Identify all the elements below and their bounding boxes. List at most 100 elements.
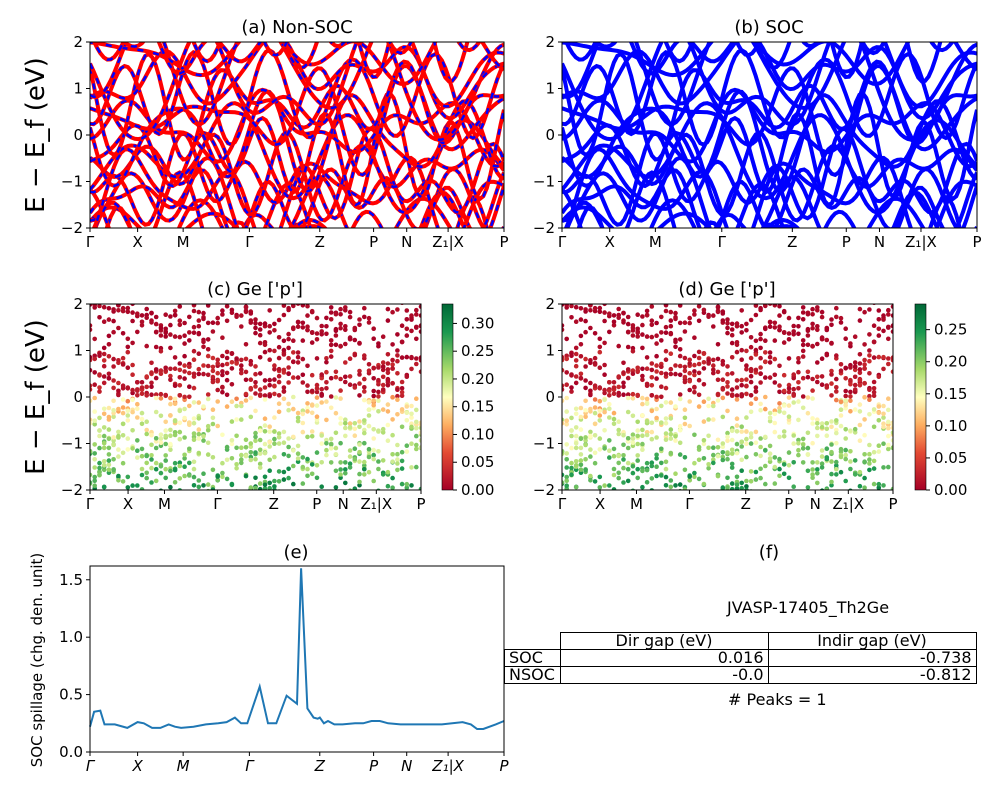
projection-point — [272, 391, 277, 397]
projection-point — [616, 453, 621, 459]
projection-point — [333, 410, 339, 416]
projection-point — [101, 380, 107, 386]
projection-point — [625, 321, 631, 327]
projection-point — [172, 467, 178, 473]
projection-point — [635, 428, 640, 433]
projection-point — [92, 382, 97, 388]
projection-point — [257, 340, 263, 346]
projection-point — [234, 403, 239, 409]
projection-point — [92, 370, 97, 375]
projection-point — [673, 316, 678, 322]
projection-point — [739, 468, 744, 474]
projection-point — [663, 348, 669, 354]
projection-point — [621, 453, 626, 458]
projection-point — [744, 383, 749, 389]
projection-point — [191, 474, 197, 480]
projection-point — [229, 366, 235, 371]
projection-point — [324, 386, 329, 391]
projection-point — [649, 367, 655, 373]
projection-point — [635, 312, 640, 318]
projection-point — [734, 482, 740, 488]
x-tick-label: P — [784, 495, 793, 513]
projection-point — [810, 396, 815, 401]
projection-point — [786, 382, 792, 388]
projection-point — [734, 416, 740, 422]
projection-point — [744, 391, 749, 397]
projection-point — [819, 309, 825, 315]
projection-point — [300, 464, 306, 470]
projection-point — [659, 314, 664, 320]
projection-point — [800, 405, 806, 411]
projection-point — [810, 460, 815, 465]
projection-point — [328, 405, 334, 411]
projection-point — [168, 322, 173, 328]
projection-point — [668, 400, 674, 405]
projection-point — [687, 399, 692, 404]
projection-point — [862, 380, 867, 386]
projection-point — [248, 311, 254, 316]
projection-point — [890, 369, 893, 374]
projection-point — [720, 362, 726, 367]
projection-point — [101, 484, 107, 490]
projection-point — [725, 434, 730, 440]
projection-point — [187, 384, 192, 390]
projection-point — [362, 305, 367, 311]
projection-point — [125, 398, 131, 404]
y-tick-label: 2 — [545, 295, 555, 313]
panel-a-plot — [90, 42, 504, 228]
projection-point — [781, 330, 787, 335]
projection-point — [687, 315, 692, 321]
projection-point — [867, 442, 872, 448]
colorbar-tick-label: 0.10 — [461, 425, 494, 443]
projection-point — [343, 305, 348, 310]
projection-point — [111, 398, 116, 404]
projection-point — [395, 353, 400, 358]
projection-point — [149, 392, 154, 398]
projection-point — [696, 370, 702, 376]
x-tick-label: Z — [741, 495, 751, 513]
projection-point — [267, 382, 273, 388]
projection-point — [191, 483, 197, 488]
projection-point — [734, 393, 740, 398]
projection-point — [673, 404, 678, 409]
x-tick-label: Γ — [86, 495, 95, 513]
y-tick-label: 1 — [73, 80, 83, 98]
projection-point — [701, 382, 707, 387]
projection-point — [362, 385, 367, 390]
projection-point — [569, 445, 574, 451]
projection-point — [366, 413, 372, 418]
projection-point — [239, 460, 244, 466]
projection-point — [376, 398, 381, 404]
projection-point — [810, 325, 815, 331]
projection-point — [871, 466, 877, 471]
projection-point — [758, 401, 763, 407]
projection-point — [153, 314, 159, 320]
projection-point — [224, 304, 230, 309]
projection-point — [649, 383, 655, 388]
projection-point — [92, 474, 97, 480]
projection-point — [182, 299, 187, 304]
projection-point — [815, 480, 820, 486]
projection-point — [564, 474, 569, 480]
projection-point — [796, 386, 801, 391]
projection-point — [696, 361, 702, 367]
projection-point — [257, 461, 263, 467]
projection-point — [328, 317, 334, 322]
projection-point — [791, 372, 796, 377]
projection-point — [139, 323, 145, 328]
projection-point — [739, 357, 744, 363]
projection-point — [191, 431, 197, 436]
projection-point — [90, 449, 93, 454]
x-tick-label: Γ — [86, 233, 95, 251]
projection-point — [220, 308, 225, 313]
projection-point — [862, 417, 867, 422]
projection-point — [852, 387, 858, 392]
projection-point — [338, 396, 343, 401]
projection-point — [267, 347, 273, 353]
projection-point — [92, 422, 97, 427]
projection-point — [106, 354, 112, 359]
projection-point — [97, 304, 102, 309]
projection-point — [886, 307, 891, 313]
projection-point — [418, 355, 421, 360]
projection-point — [677, 372, 683, 378]
